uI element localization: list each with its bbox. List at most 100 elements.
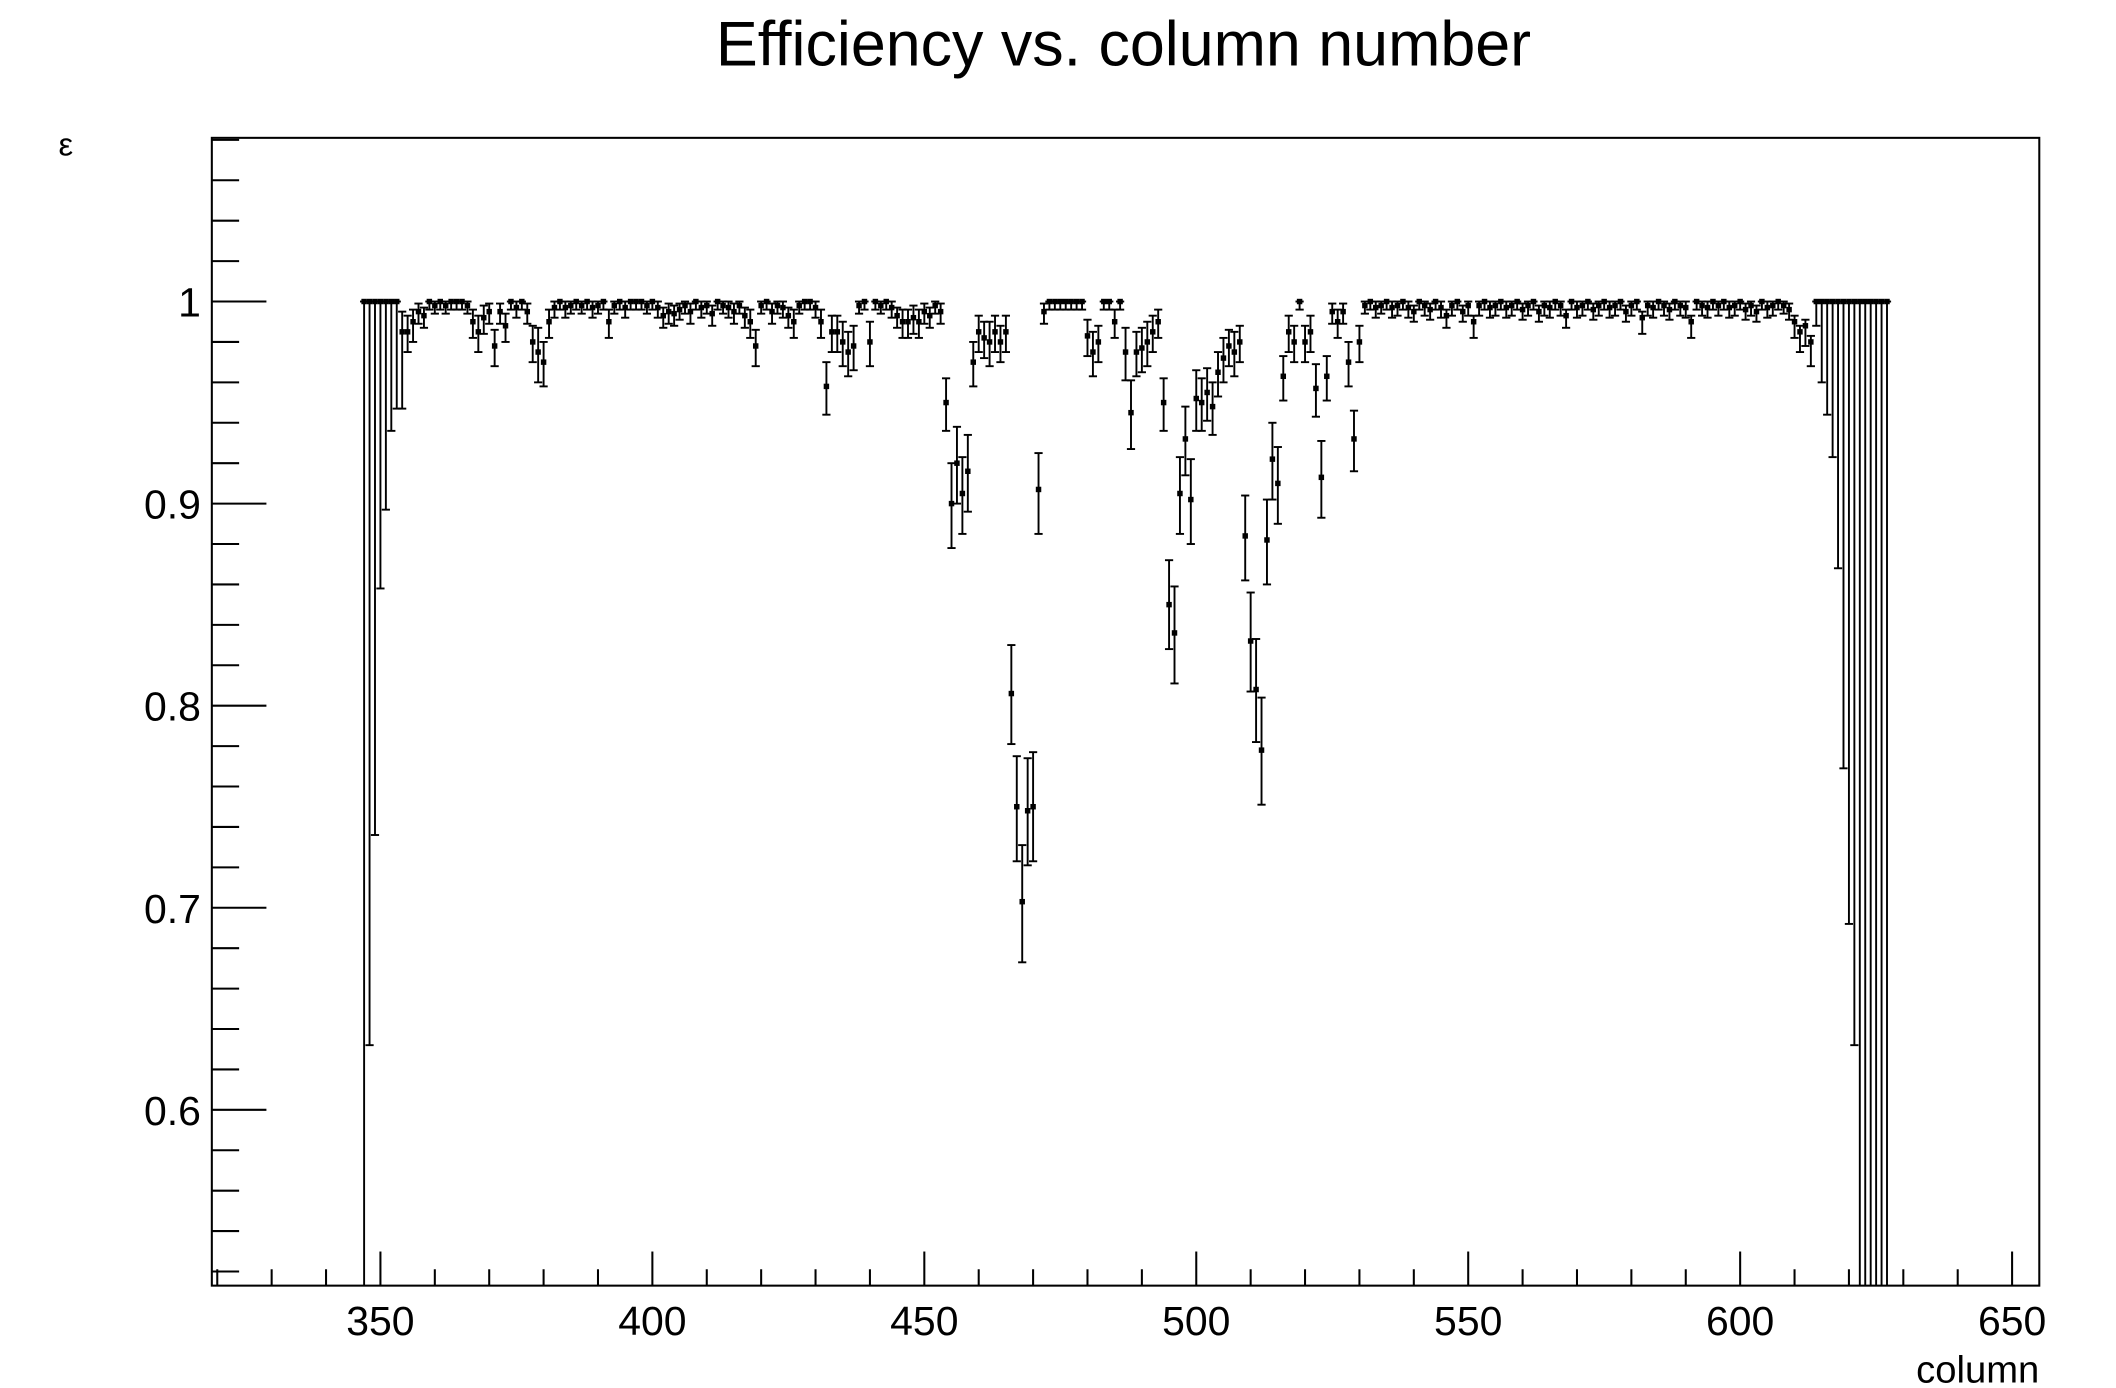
- marker: [1024, 808, 1031, 814]
- marker: [383, 298, 389, 305]
- marker: [404, 329, 411, 335]
- marker: [1742, 306, 1749, 313]
- marker: [464, 302, 471, 309]
- marker: [432, 302, 438, 309]
- marker: [812, 304, 819, 311]
- marker: [676, 306, 683, 313]
- marker: [1606, 304, 1613, 311]
- marker: [1166, 601, 1172, 608]
- marker: [1672, 298, 1678, 305]
- x-tick-label: 550: [1434, 1298, 1502, 1344]
- marker: [1704, 304, 1711, 311]
- marker: [437, 298, 443, 305]
- marker: [372, 298, 378, 305]
- marker: [415, 308, 422, 315]
- marker: [426, 298, 433, 305]
- marker: [1307, 329, 1314, 335]
- marker: [1204, 389, 1210, 396]
- marker: [861, 298, 868, 305]
- marker: [1177, 490, 1183, 497]
- marker: [725, 304, 732, 311]
- marker: [1019, 898, 1025, 905]
- marker: [1775, 298, 1781, 305]
- marker: [1655, 298, 1662, 305]
- marker: [1193, 395, 1199, 402]
- marker: [655, 304, 661, 311]
- marker: [894, 312, 900, 319]
- marker: [1171, 630, 1178, 636]
- marker: [1699, 302, 1705, 309]
- marker: [959, 490, 966, 497]
- marker: [1367, 298, 1374, 305]
- marker: [649, 298, 656, 305]
- marker: [937, 308, 944, 315]
- marker: [1117, 298, 1123, 305]
- marker: [1220, 355, 1227, 361]
- marker: [638, 298, 645, 305]
- marker: [1454, 298, 1461, 305]
- marker: [916, 319, 922, 325]
- marker: [714, 298, 721, 305]
- marker: [872, 298, 879, 305]
- marker: [1313, 385, 1319, 392]
- marker: [829, 329, 835, 335]
- marker: [878, 302, 884, 309]
- y-tick-label: 0.9: [144, 482, 201, 528]
- marker: [954, 460, 960, 466]
- marker: [1661, 302, 1667, 309]
- marker: [1470, 319, 1477, 325]
- marker: [1759, 298, 1765, 305]
- marker: [948, 500, 955, 507]
- marker: [1644, 302, 1651, 309]
- marker: [1258, 747, 1265, 753]
- marker: [1650, 304, 1656, 311]
- marker: [1590, 306, 1597, 313]
- marker: [1046, 298, 1053, 305]
- marker: [665, 308, 672, 315]
- marker: [704, 302, 710, 309]
- marker: [856, 302, 862, 309]
- marker: [1014, 803, 1020, 810]
- marker: [1400, 298, 1406, 305]
- marker: [1378, 302, 1384, 309]
- marker: [1514, 298, 1520, 305]
- marker: [1231, 349, 1238, 355]
- marker: [1182, 436, 1189, 442]
- marker: [965, 468, 971, 475]
- marker: [1264, 537, 1270, 543]
- error-bar: [1442, 308, 1451, 329]
- marker: [410, 319, 416, 325]
- marker: [682, 302, 688, 309]
- marker: [497, 308, 503, 315]
- marker: [1639, 314, 1645, 321]
- marker: [1623, 308, 1629, 315]
- plot-frame: [210, 136, 2041, 1287]
- marker: [1432, 298, 1439, 305]
- marker: [1846, 298, 1852, 305]
- marker: [1411, 308, 1417, 315]
- x-tick-label: 400: [618, 1298, 686, 1344]
- marker: [1683, 304, 1689, 311]
- x-tick-label: 650: [1978, 1298, 2046, 1344]
- marker: [1373, 304, 1379, 311]
- marker: [818, 319, 824, 325]
- marker: [584, 298, 590, 305]
- marker: [736, 302, 743, 309]
- marker: [470, 319, 476, 325]
- marker: [540, 359, 547, 365]
- marker: [1362, 302, 1368, 309]
- marker: [448, 298, 454, 305]
- marker: [1285, 329, 1292, 335]
- marker: [1851, 298, 1858, 305]
- error-bar: [534, 326, 543, 384]
- y-tick-label: 0.6: [144, 1088, 201, 1134]
- marker: [1351, 436, 1357, 442]
- marker: [388, 298, 395, 305]
- marker: [1884, 298, 1890, 305]
- marker: [899, 319, 906, 325]
- marker: [981, 335, 987, 341]
- marker: [1030, 803, 1036, 810]
- marker: [975, 329, 982, 335]
- marker: [535, 349, 541, 355]
- marker: [731, 308, 737, 315]
